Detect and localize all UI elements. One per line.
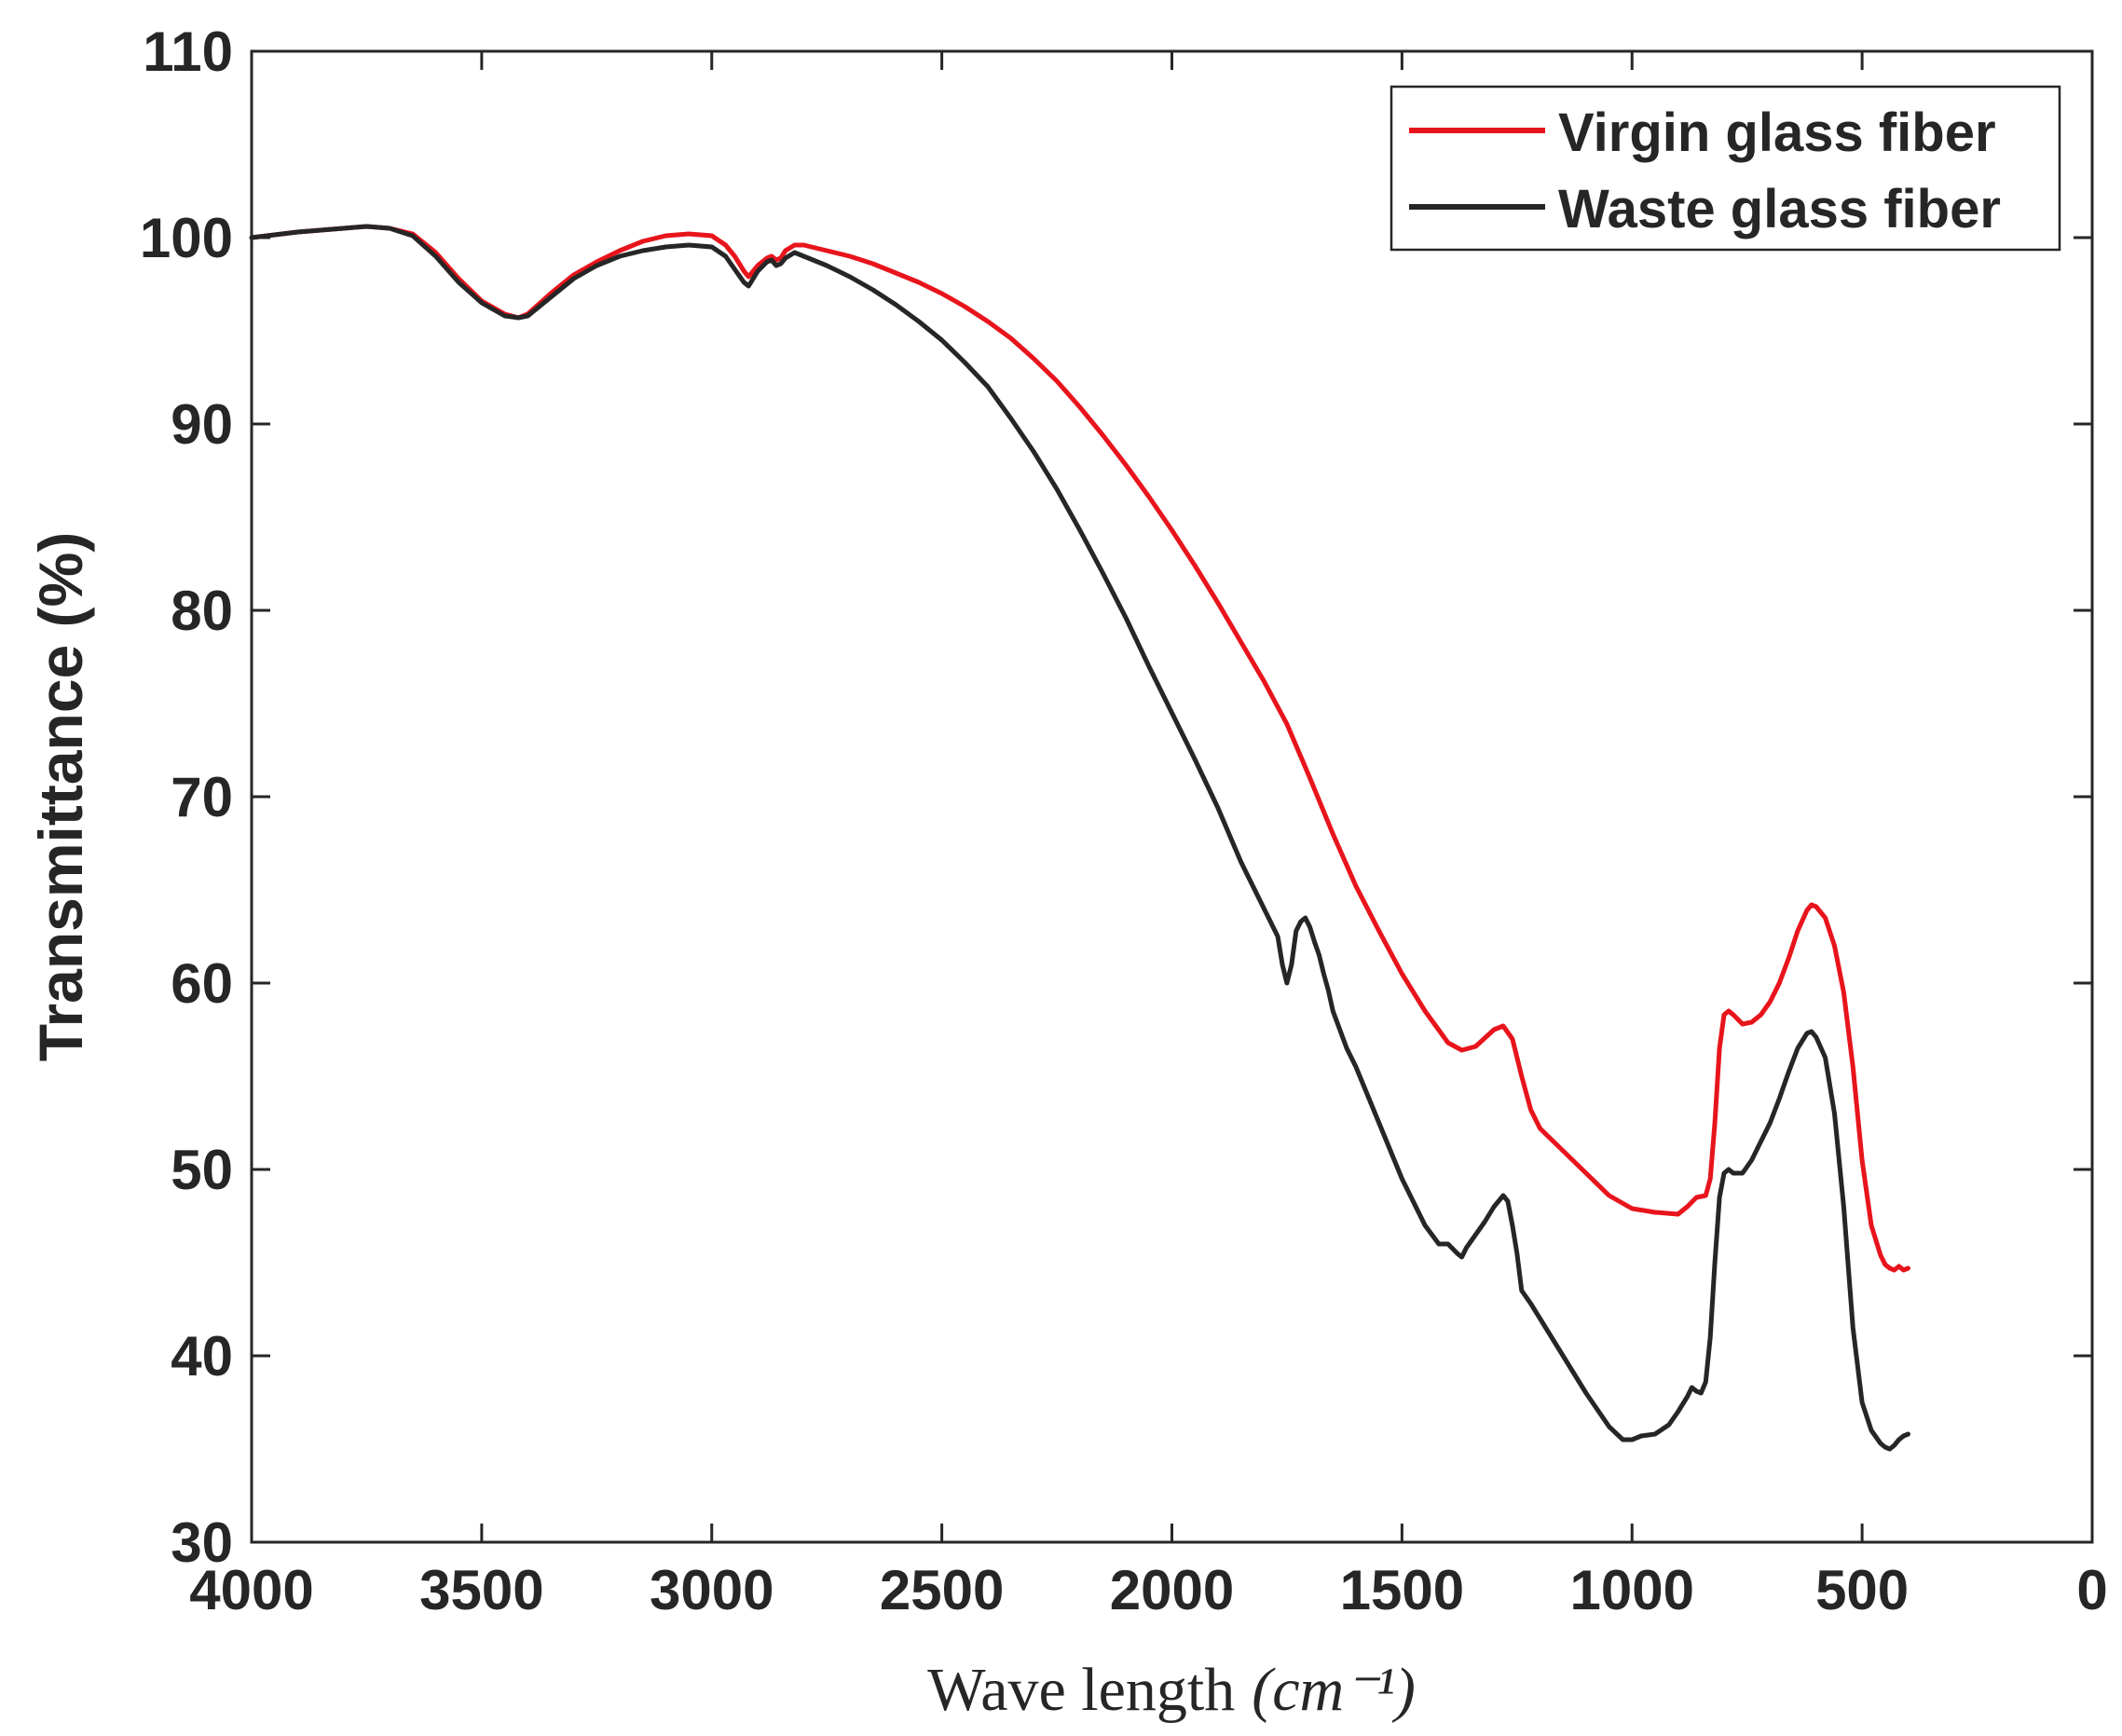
x-tick-label: 3500 bbox=[419, 1559, 543, 1621]
y-tick-label: 50 bbox=[171, 1139, 233, 1201]
y-tick-label: 100 bbox=[140, 207, 233, 269]
series-line-waste bbox=[249, 224, 1910, 1452]
y-tick-label: 80 bbox=[171, 580, 233, 642]
x-axis-label-text: Wave length bbox=[927, 1656, 1235, 1724]
x-tick-label: 3000 bbox=[650, 1559, 774, 1621]
x-tick-label: 0 bbox=[2076, 1559, 2107, 1621]
x-tick-label: 1500 bbox=[1340, 1559, 1464, 1621]
plot-frame bbox=[250, 49, 2094, 1544]
tick-labels: 4000 3500 3000 2500 2000 1500 1000 500 0 30 40 50 60… bbox=[140, 21, 2108, 1621]
x-tick-label: 1000 bbox=[1570, 1559, 1694, 1621]
x-axis-label: Wave length (cm⁻¹) bbox=[927, 1656, 1416, 1724]
plot-area bbox=[252, 51, 2092, 1542]
legend-box bbox=[1390, 85, 2061, 252]
legend-label-waste: Waste glass fiber bbox=[1558, 179, 2001, 239]
y-axis-label: Transmittance (%) bbox=[26, 532, 95, 1061]
y-tick-label: 70 bbox=[171, 766, 233, 828]
series-line-virgin bbox=[249, 224, 1910, 1273]
series-layer bbox=[249, 224, 1910, 1452]
y-tick-label: 90 bbox=[171, 393, 233, 456]
x-tick-label: 2000 bbox=[1110, 1559, 1234, 1621]
y-tick-label: 40 bbox=[171, 1325, 233, 1387]
x-tick-label: 500 bbox=[1815, 1559, 1909, 1621]
y-tick-label: 110 bbox=[143, 21, 233, 83]
x-tick-label: 2500 bbox=[880, 1559, 1004, 1621]
x-tick-label: 4000 bbox=[189, 1559, 313, 1621]
legend-label-virgin: Virgin glass fiber bbox=[1558, 103, 1996, 163]
legend: Virgin glass fiber Waste glass fiber bbox=[1390, 85, 2061, 252]
y-tick-label: 60 bbox=[171, 952, 233, 1015]
x-axis-unit: (cm⁻¹) bbox=[1252, 1656, 1416, 1724]
y-tick-label: 30 bbox=[171, 1511, 233, 1574]
